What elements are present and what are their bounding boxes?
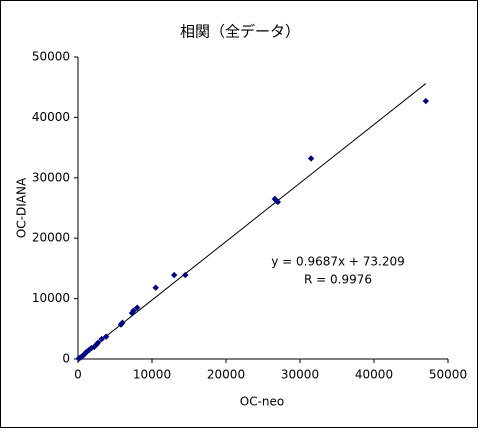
x-axis-label: OC-neo: [240, 395, 284, 409]
x-tick-label: 30000: [281, 368, 319, 382]
y-axis-label: OC-DIANA: [15, 177, 29, 238]
data-point: [128, 309, 136, 317]
data-point: [98, 335, 105, 343]
data-point: [182, 271, 189, 279]
x-tick-label: 0: [74, 368, 82, 382]
data-point: [271, 195, 279, 203]
data-point: [75, 355, 82, 362]
data-point: [307, 155, 315, 162]
data-point: [422, 97, 429, 105]
x-tick-label: 40000: [355, 368, 393, 382]
y-tick-label: 10000: [32, 291, 70, 305]
y-tick-label: 20000: [32, 231, 70, 245]
data-point: [117, 321, 125, 328]
x-tick-label: 10000: [133, 368, 171, 382]
data-point: [171, 271, 178, 279]
trendline-r: R = 0.9976: [304, 273, 372, 287]
y-tick-label: 50000: [32, 50, 70, 64]
chart-title: 相関（全データ）: [180, 23, 300, 41]
x-tick-label: 20000: [207, 368, 245, 382]
data-point: [134, 304, 141, 311]
data-point: [130, 307, 137, 314]
y-tick-label: 40000: [32, 110, 70, 124]
y-tick-label: 0: [62, 352, 70, 366]
data-point: [274, 198, 281, 206]
x-tick-label: 50000: [429, 368, 467, 382]
trendline: [77, 83, 427, 359]
data-point: [82, 349, 89, 357]
y-tick-label: 30000: [32, 170, 70, 184]
data-point: [94, 339, 102, 346]
trendline-equation: y = 0.9687x + 73.209: [271, 255, 405, 269]
data-point: [152, 284, 159, 291]
data-point: [102, 333, 110, 340]
